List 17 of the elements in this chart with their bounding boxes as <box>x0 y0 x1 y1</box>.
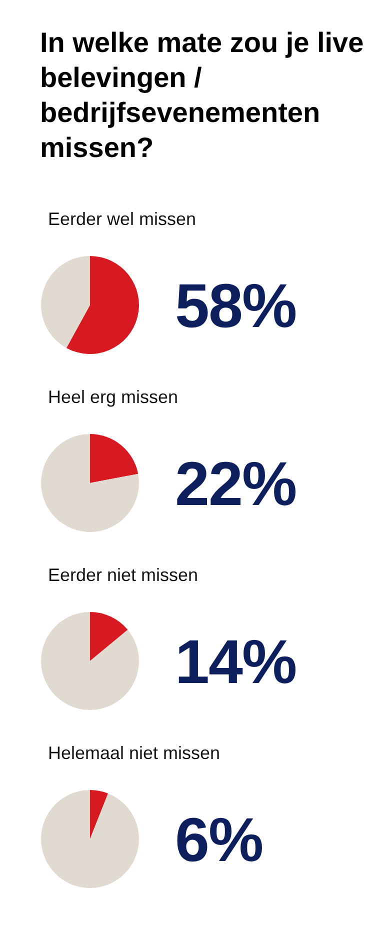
pie-slice <box>66 256 139 354</box>
slice-label: Heel erg missen <box>48 387 178 407</box>
chart-title: In welke mate zou je live belevingen / bedrijfsevenementen missen? <box>40 27 364 163</box>
data-label: 14% <box>175 628 296 697</box>
pie-slice <box>90 434 138 483</box>
slice-label: Helemaal niet missen <box>48 743 220 763</box>
data-label: 22% <box>175 450 296 519</box>
data-label: 58% <box>175 272 296 341</box>
slice-label: Eerder wel missen <box>48 209 196 229</box>
pie-slice <box>41 612 139 710</box>
pie-slice <box>41 256 90 348</box>
slice-label: Eerder niet missen <box>48 565 198 585</box>
pie-slice <box>90 790 108 839</box>
pie-slice <box>41 790 139 888</box>
pie-slice <box>41 434 139 532</box>
pie-slice <box>90 612 128 661</box>
data-label: 6% <box>175 806 263 875</box>
